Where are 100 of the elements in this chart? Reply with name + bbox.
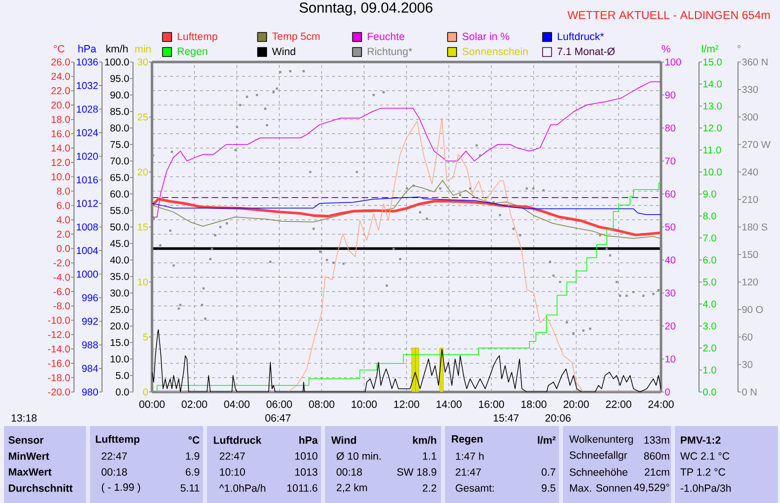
y2-tick-label: 3.0 (703, 322, 716, 330)
text: 1011.6 (287, 484, 318, 492)
text: 06:47 (265, 414, 291, 422)
y-tick-label: 100.0 (105, 58, 129, 66)
text: 10:10 (220, 468, 245, 476)
y2-tick-label: 100 (665, 58, 681, 66)
y-tick-label: 30 (138, 58, 148, 66)
text: Luftdruck (214, 436, 262, 444)
y-tick-label: 95.0 (110, 74, 129, 82)
text: 22:47 (220, 452, 245, 460)
legend-label: Sonnenschein (462, 47, 528, 56)
legend-label: 7.1 Monat-Ø (558, 48, 615, 56)
y-tick-label: -14.0 (48, 345, 70, 352)
text: TP 1.2 °C (680, 468, 726, 476)
chart-subtitle: WETTER AKTUELL - ALDINGEN 654m (567, 10, 770, 20)
y-tick-label: 0 (143, 388, 148, 396)
legend-label: Richtung* (368, 47, 412, 58)
y2-tick-label: 15.0 (703, 58, 722, 66)
y-tick-label: 0.0 (116, 388, 129, 396)
x-tick-label: 08:00 (308, 400, 334, 408)
legend-label: Lufttemp (178, 32, 218, 42)
y2-tick-label: 0 (665, 388, 670, 396)
y2-tick-label: 30 (665, 289, 676, 297)
y-tick-label: 1028 (76, 106, 98, 113)
text: -1.0hPa/3h (680, 484, 731, 492)
text: Wolkenunterg (569, 435, 633, 445)
y-tick-label: 1016 (76, 176, 98, 184)
y2-tick-label: 14.0 (703, 80, 722, 88)
y-tick-label: 992 (82, 318, 98, 325)
text: 133m (644, 436, 670, 444)
text: 00:18 (336, 468, 362, 476)
text: PMV-1:2 (680, 436, 720, 444)
y-tick-label: 20 (138, 168, 148, 176)
y-tick-label: 30.0 (110, 289, 129, 297)
y-axis-title: min (135, 44, 151, 52)
y2-tick-label: 11.0 (703, 146, 721, 154)
y-tick-label: -16.0 (48, 360, 70, 367)
text: Schneefallgr (570, 451, 628, 461)
y-tick-label: 14.0 (52, 144, 70, 152)
y-axis-title: km/h (106, 44, 128, 52)
y-tick-label: 8.0 (56, 188, 70, 195)
y2-tick-label: 150 (742, 250, 758, 258)
y2-axis-title: ° (738, 45, 740, 48)
y-tick-label: 50.0 (110, 223, 129, 231)
y-tick-label: 1020 (76, 152, 98, 160)
text: 9.5 (542, 484, 556, 492)
text: ( - 1.99 ) (102, 483, 140, 493)
y-tick-label: 980 (82, 388, 98, 396)
y-tick-label: 1008 (76, 223, 98, 231)
y2-tick-label: 0.0 (703, 388, 716, 396)
y2-tick-label: 9.0 (703, 190, 716, 198)
y-tick-label: 12.0 (52, 158, 70, 166)
x-tick-label: 10:00 (352, 400, 377, 408)
y-tick-label: 2.0 (56, 230, 70, 238)
text: 22:47 (102, 452, 127, 460)
y2-tick-label: 4.0 (702, 300, 716, 308)
y2-tick-label: 1.0 (703, 366, 716, 374)
y2-tick-label: 5.0 (703, 278, 716, 286)
y-tick-label: 16.0 (52, 130, 70, 138)
text: Lufttemp (96, 435, 140, 445)
y-tick-label: -12.0 (48, 331, 70, 338)
y-tick-label: 5.0 (116, 372, 129, 380)
text: Max. Sonnen (570, 484, 632, 492)
y2-tick-label: 40 (664, 256, 676, 264)
text: 20:06 (545, 414, 571, 422)
text: MinWert (8, 452, 50, 460)
y-axis-title: °C (54, 45, 64, 52)
y-tick-label: 1000 (76, 270, 98, 278)
y2-tick-label: 300 (742, 113, 758, 121)
y-tick-label: 10.0 (52, 173, 70, 180)
text: 1013 (295, 468, 318, 476)
text: Sensor (8, 436, 44, 444)
text: Durchschnitt (8, 484, 73, 492)
y-tick-label: 25 (138, 113, 148, 121)
line-series (152, 196, 662, 215)
text: km/h (413, 436, 436, 444)
y-tick-label: 10 (138, 278, 148, 286)
y-tick-label: -6.0 (54, 288, 70, 296)
y2-tick-label: 10 (665, 355, 676, 363)
line-series (152, 180, 662, 239)
y-tick-label: 4.0 (56, 216, 70, 224)
y-tick-label: 65.0 (110, 174, 129, 182)
text: 860m (644, 452, 670, 460)
y2-tick-label: 7.0 (703, 234, 716, 242)
y-tick-label: 40.0 (110, 256, 129, 264)
text: 5.11 (180, 484, 200, 492)
text: 1.9 (186, 452, 200, 460)
y2-tick-label: 60 (665, 190, 676, 198)
y-tick-label: -20.0 (48, 388, 70, 396)
y2-axis-title: l/m² (702, 44, 719, 52)
x-tick-label: 04:00 (224, 400, 250, 408)
y-tick-label: 1024 (76, 129, 98, 136)
x-tick-label: 18:00 (521, 400, 546, 408)
y-tick-label: 988 (82, 341, 98, 348)
y-tick-label: -8.0 (54, 302, 70, 310)
y-tick-label: 984 (82, 364, 98, 372)
text: 49,529° (634, 484, 670, 492)
y-tick-label: 20.0 (51, 102, 70, 109)
x-tick-label: 02:00 (182, 400, 208, 408)
x-tick-label: 00:00 (139, 400, 165, 408)
